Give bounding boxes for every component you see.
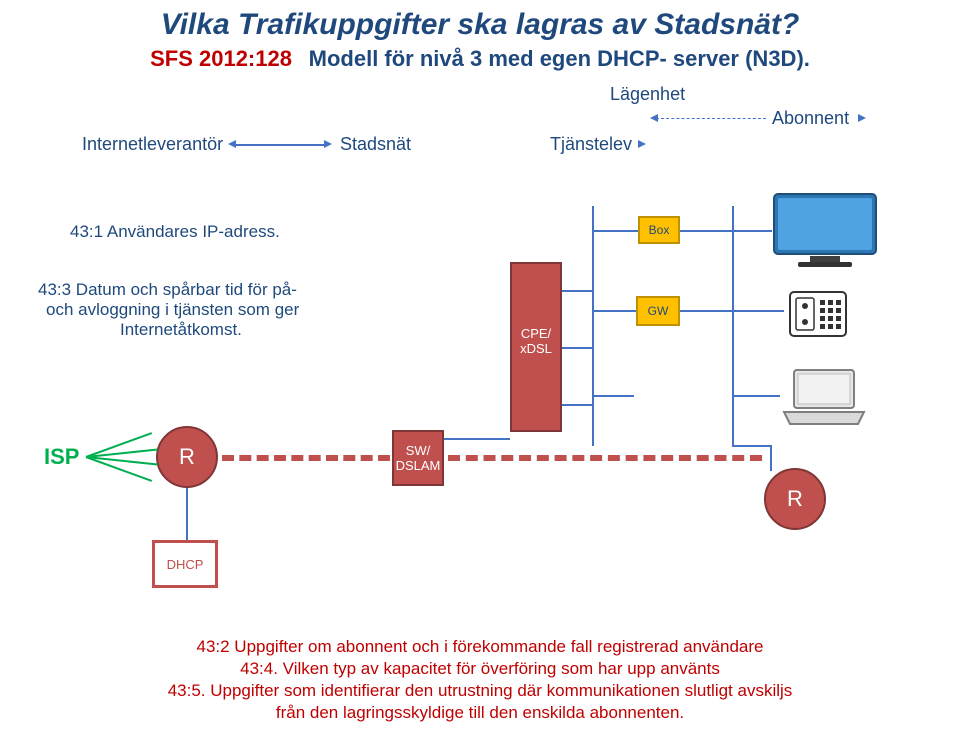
bottom-note: 43:2 Uppgifter om abonnent och i förekom… [120, 636, 840, 724]
stub-box-right [680, 230, 732, 232]
dhcp-label: DHCP [167, 557, 204, 572]
note-433c: Internetåtkomst. [120, 320, 242, 340]
right-backbone [732, 206, 734, 446]
note-433b: och avloggning i tjänsten som ger [46, 300, 299, 320]
il-arrow-l [228, 140, 236, 148]
lagenhet-label: Lägenhet [610, 84, 685, 105]
isp-label: ISP [44, 444, 79, 470]
sw-node: SW/ DSLAM [392, 430, 444, 486]
gw-node: GW [636, 296, 680, 326]
page-subtitle: SFS 2012:128 Modell för nivå 3 med egen … [0, 46, 960, 72]
stub-phone [732, 310, 784, 312]
bottom-l2: 43:4. Vilken typ av kapacitet för överfö… [120, 658, 840, 680]
abonnent-arrow-left [650, 114, 658, 122]
left-backbone [592, 206, 594, 446]
page-title: Vilka Trafikuppgifter ska lagras av Stad… [0, 8, 960, 42]
gw-label: GW [648, 304, 669, 318]
backbone-rr [732, 445, 772, 447]
note-431: 43:1 Användares IP-adress. [70, 222, 280, 242]
stub-laptop [732, 395, 780, 397]
bottom-l4: från den lagringsskyldige till den enski… [120, 702, 840, 724]
title-text: Vilka Trafikuppgifter ska lagras av Stad… [161, 8, 800, 41]
dashed-left [222, 455, 390, 461]
tv-icon [770, 190, 880, 270]
bottom-l3: 43:5. Uppgifter som identifierar den utr… [120, 680, 840, 702]
r-left: R [156, 426, 218, 488]
dhcp-node: DHCP [152, 540, 218, 588]
stub-cpe-bot [562, 404, 592, 406]
il-arrow-r [324, 140, 332, 148]
backbone-rr-v [770, 445, 772, 471]
sw-label-2: DSLAM [396, 458, 441, 473]
il-arrow-line [234, 144, 324, 146]
phone-icon [788, 290, 848, 338]
sw-cpe-h [444, 438, 510, 440]
note-433a: 43:3 Datum och spårbar tid för på- [38, 280, 297, 300]
abonnent-dash-left [656, 118, 766, 119]
tjanstelev-label: Tjänstelev [550, 134, 632, 155]
stadsnat-label: Stadsnät [340, 134, 411, 155]
abonnent-label: Abonnent [772, 108, 849, 129]
sw-label-1: SW/ [406, 443, 431, 458]
stub-box-left [592, 230, 638, 232]
internetleverantor-label: Internetleverantör [82, 134, 223, 155]
bottom-l1: 43:2 Uppgifter om abonnent och i förekom… [120, 636, 840, 658]
cpe-label: CPE/xDSL [514, 326, 558, 356]
r-right-label: R [787, 486, 803, 512]
r-left-label: R [179, 444, 195, 470]
abonnent-arrow-right [858, 114, 866, 122]
subtitle-rest: Modell för nivå 3 med egen DHCP- server … [296, 46, 809, 71]
r-dhcp-line [186, 488, 188, 540]
stub-cpe-mid [562, 347, 592, 349]
stub-bot-left [592, 395, 634, 397]
stub-cpe-top [562, 290, 592, 292]
laptop-icon [780, 368, 868, 428]
dashed-right [448, 455, 762, 461]
tj-arrow-r [638, 140, 646, 148]
stub-gw-left [592, 310, 636, 312]
r-right: R [764, 468, 826, 530]
box-node: Box [638, 216, 680, 244]
box-label: Box [649, 223, 670, 237]
subtitle-sfs: SFS 2012:128 [150, 46, 292, 71]
stub-gw-right [680, 310, 732, 312]
stub-tv [732, 230, 772, 232]
